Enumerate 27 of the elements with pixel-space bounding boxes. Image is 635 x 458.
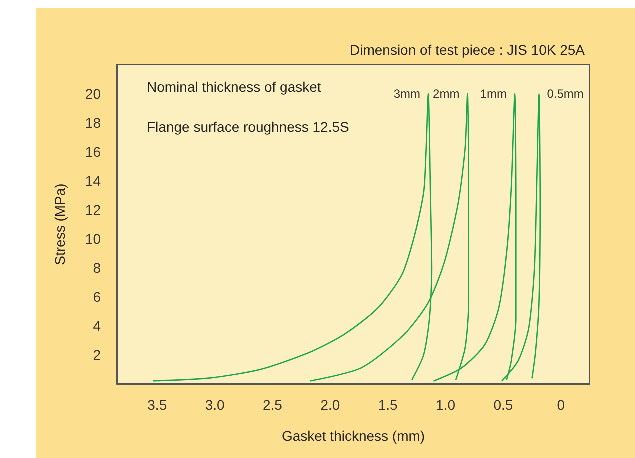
y-tick-label: 10 — [85, 231, 102, 247]
x-axis-title: Gasket thickness (mm) — [282, 428, 426, 444]
chart-title: Dimension of test piece : JIS 10K 25A — [350, 42, 586, 58]
x-tick-label: 3.5 — [148, 397, 168, 413]
y-tick-label: 2 — [93, 347, 102, 363]
x-tick-label: 1.5 — [378, 397, 398, 413]
y-tick-label: 8 — [93, 260, 102, 276]
annotation: Flange surface roughness 12.5S — [147, 119, 350, 135]
x-tick-label: 3.0 — [205, 397, 225, 413]
series-label: 1mm — [480, 87, 508, 101]
y-tick-label: 14 — [85, 173, 102, 189]
x-tick-label: 0 — [557, 397, 566, 413]
y-tick-label: 20 — [85, 86, 102, 102]
y-tick-label: 4 — [93, 318, 102, 334]
x-tick-label: 1.0 — [436, 397, 456, 413]
y-axis-title: Stress (MPa) — [52, 184, 68, 266]
series-label: 3mm — [394, 87, 420, 101]
series-label: 0.5mm — [547, 87, 584, 101]
y-tick-label: 6 — [93, 289, 102, 305]
annotation: Nominal thickness of gasket — [147, 79, 322, 95]
series-label: 2mm — [433, 87, 460, 101]
x-tick-label: 2.0 — [320, 397, 340, 413]
x-tick-label: 0.5 — [494, 397, 514, 413]
y-tick-label: 16 — [85, 144, 102, 160]
x-tick-label: 2.5 — [263, 397, 283, 413]
y-tick-label: 12 — [85, 202, 102, 218]
y-tick-label: 18 — [85, 115, 102, 131]
